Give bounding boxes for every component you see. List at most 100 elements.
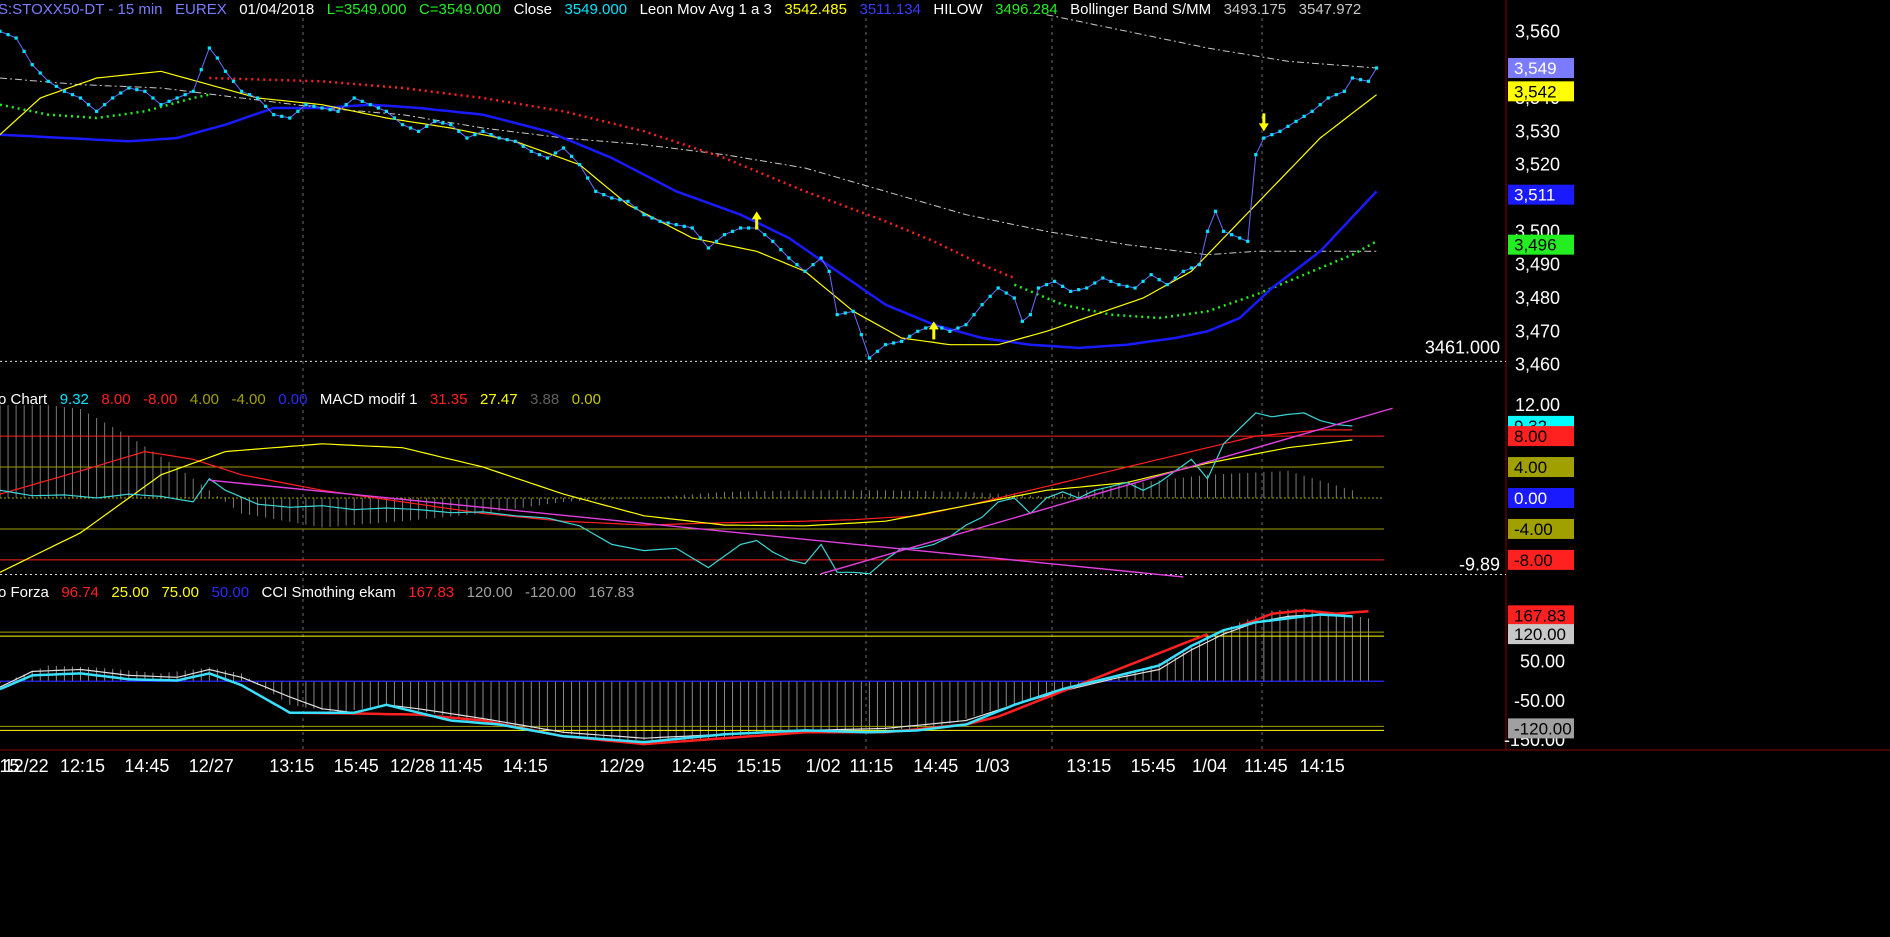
price-value-tag bbox=[1508, 234, 1574, 255]
macd-trendline bbox=[820, 407, 1393, 575]
close-price-point bbox=[86, 103, 91, 107]
close-price-point bbox=[111, 96, 115, 100]
close-price-point bbox=[819, 256, 823, 260]
close-price-point bbox=[610, 196, 614, 200]
close-price-point bbox=[891, 341, 896, 345]
macd-panel-header: o Chart 9.32 8.00 -8.00 4.00 -4.00 0.00 … bbox=[0, 391, 601, 408]
forza-value-tag bbox=[1508, 605, 1574, 626]
macd-value-tag bbox=[1508, 457, 1574, 478]
time-tick-label: 11:45 bbox=[439, 756, 483, 776]
close-price-point bbox=[30, 63, 34, 67]
close-price-point bbox=[1238, 236, 1242, 240]
close-price-point bbox=[280, 114, 284, 118]
price-tick-label: 3,560 bbox=[1515, 21, 1560, 41]
price-panel-header-item: EUREX bbox=[163, 1, 227, 18]
close-price-point bbox=[1181, 269, 1185, 273]
close-price-point bbox=[811, 263, 815, 267]
macd-panel-header-item: o Chart bbox=[0, 391, 48, 408]
time-tick-label: 12/27 bbox=[189, 756, 234, 776]
close-price-point bbox=[803, 269, 807, 273]
panel-headers: S:STOXX50-DT - 15 min EUREX 01/04/2018 L… bbox=[0, 1, 1361, 601]
macd-value-tag-label: 4.00 bbox=[1514, 458, 1547, 477]
close-price-point bbox=[223, 69, 227, 73]
close-price-point bbox=[465, 136, 469, 140]
forza-tick-label: 50.00 bbox=[1520, 652, 1565, 672]
close-price-point bbox=[264, 104, 268, 108]
close-price-point bbox=[417, 129, 421, 133]
macd-red-line bbox=[0, 429, 1353, 526]
close-price-point bbox=[1286, 124, 1290, 128]
close-price-point bbox=[207, 46, 211, 50]
close-price-point bbox=[650, 216, 654, 220]
time-tick-label: 11:45 bbox=[1244, 756, 1288, 776]
close-price-point bbox=[859, 333, 863, 337]
close-price-point bbox=[352, 96, 356, 100]
forza-value-tag-label: -120.00 bbox=[1514, 719, 1572, 738]
price-value-tag bbox=[1508, 58, 1574, 78]
close-price-point bbox=[634, 206, 638, 210]
macd-cyan-line bbox=[0, 412, 1353, 575]
close-price-point bbox=[1044, 283, 1049, 287]
close-price-point bbox=[481, 129, 485, 133]
close-price-point bbox=[763, 233, 767, 237]
close-price-point bbox=[1061, 284, 1065, 288]
macd-panel-header-item: MACD modif 1 bbox=[307, 391, 417, 408]
close-price-point bbox=[256, 96, 260, 100]
price-panel-header-item: Bollinger Band S/MM bbox=[1058, 1, 1211, 18]
close-price-point bbox=[569, 154, 574, 158]
close-price-point bbox=[54, 84, 58, 88]
close-price-point bbox=[835, 313, 839, 317]
macd-value-tag bbox=[1508, 549, 1574, 570]
close-price-point bbox=[62, 89, 66, 93]
close-price-point bbox=[312, 104, 316, 108]
close-price-point bbox=[1350, 76, 1354, 80]
time-tick-label: 14:15 bbox=[503, 756, 548, 776]
close-price-point bbox=[384, 109, 388, 113]
time-tick-label: 12/28 bbox=[390, 756, 435, 776]
time-tick-label: 12/22 bbox=[4, 756, 49, 776]
close-price-point bbox=[70, 93, 75, 97]
close-price-point bbox=[320, 106, 324, 110]
close-price-point bbox=[972, 313, 976, 317]
close-price-point bbox=[304, 103, 308, 107]
close-price-point bbox=[151, 96, 155, 100]
close-price-point bbox=[215, 56, 219, 60]
forza-cci-panel[interactable] bbox=[0, 608, 1384, 746]
close-price-point bbox=[666, 221, 670, 225]
close-price-point bbox=[1012, 296, 1016, 300]
close-price-point bbox=[618, 198, 622, 202]
price-value-tag bbox=[1508, 184, 1574, 205]
time-tick-label: 14:15 bbox=[1300, 756, 1345, 776]
macd-panel-header-item: 4.00 bbox=[177, 391, 219, 408]
close-price-point bbox=[231, 79, 236, 83]
price-axis[interactable]: 3,5603,5403,5303,5203,5003,4903,4803,470… bbox=[1504, 21, 1574, 750]
price-panel-header-item: S:STOXX50-DT - 15 min bbox=[0, 1, 163, 18]
price-tick-label: 3,480 bbox=[1515, 288, 1560, 308]
close-price-point bbox=[900, 339, 904, 343]
close-price-point bbox=[159, 103, 163, 107]
close-price-point bbox=[956, 326, 960, 330]
vertical-gridlines bbox=[0, 0, 1890, 751]
price-panel-header-item: L=3549.000 bbox=[314, 1, 406, 18]
close-price-point bbox=[328, 108, 332, 112]
price-panel[interactable]: 3461.000 bbox=[0, 14, 1506, 362]
macd-value-tag-label: 8.00 bbox=[1514, 427, 1547, 446]
bollinger-lower-line bbox=[0, 77, 1377, 256]
close-price-point bbox=[191, 89, 195, 93]
close-price-point bbox=[103, 103, 107, 107]
level-line-label: 3461.000 bbox=[1425, 337, 1500, 357]
close-price-point bbox=[513, 139, 517, 143]
close-price-point bbox=[143, 89, 147, 93]
close-price-point bbox=[1270, 133, 1274, 137]
forza-value-tag-label: 167.83 bbox=[1514, 606, 1566, 625]
close-price-point bbox=[626, 199, 630, 203]
close-price-point bbox=[851, 309, 855, 313]
close-price-point bbox=[392, 116, 397, 120]
close-price-point bbox=[1141, 279, 1145, 283]
bollinger-upper-line bbox=[1046, 14, 1377, 69]
forza-panel-header-item: 50.00 bbox=[199, 584, 249, 601]
close-price-point bbox=[964, 323, 968, 327]
close-price-point bbox=[714, 239, 719, 243]
macd-panel[interactable]: -9.89 bbox=[0, 405, 1506, 578]
